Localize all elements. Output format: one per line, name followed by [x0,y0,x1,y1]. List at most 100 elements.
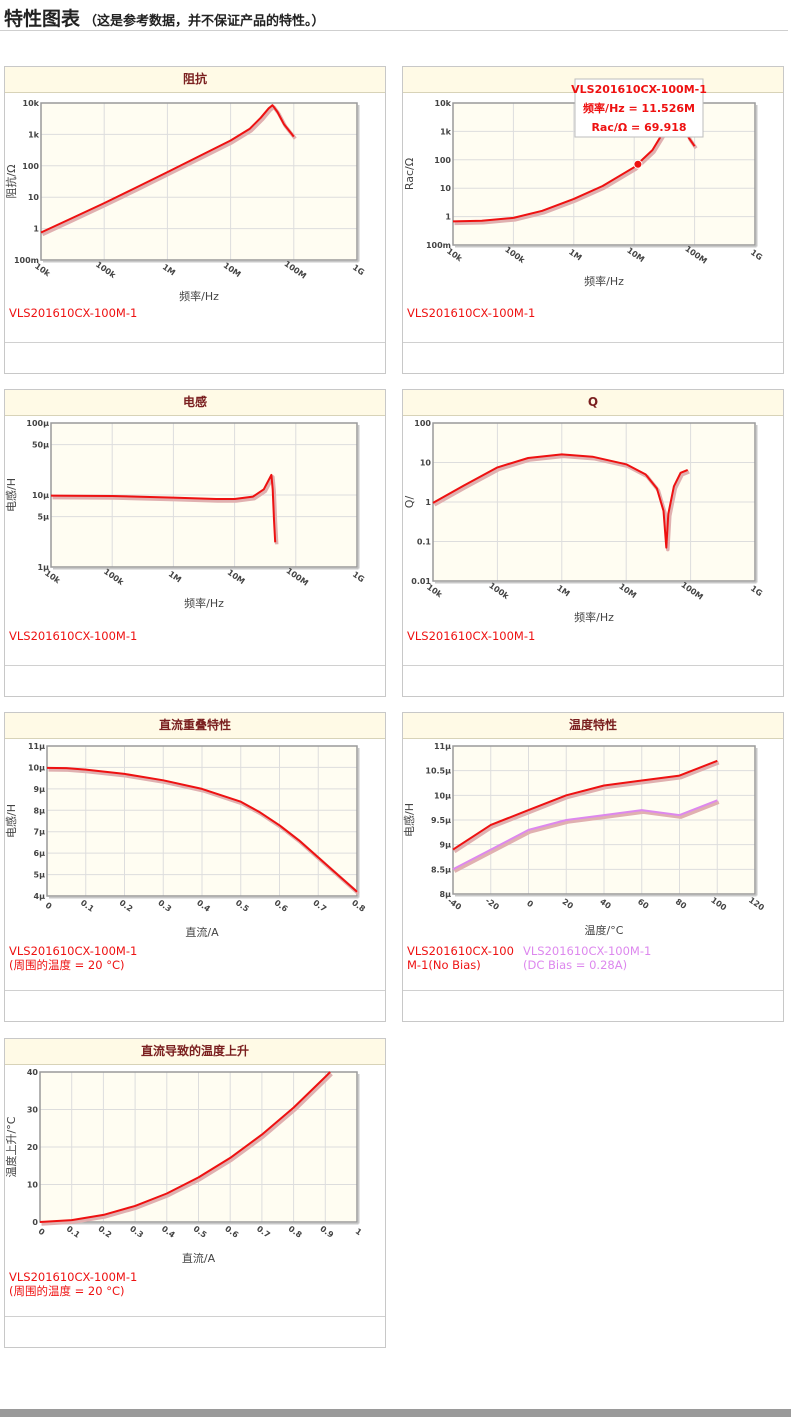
inductance-panel-title: 电感 [5,390,385,416]
panel-footer [403,665,783,696]
y-tick-label: 0.01 [411,577,431,586]
y-tick-label: 1k [440,127,452,136]
series-line [46,766,358,893]
dc-bias-chart: 4μ 5μ 6μ 7μ 8μ 9μ 10μ 11μ 0 0.1 0.2 0.3 0.4 0.5 0.6 0.7… [5,742,367,939]
y-axis-label: 电感/H [403,803,416,837]
series-line [432,453,689,549]
y-tick-label: 1k [28,130,40,139]
x-tick-label: 1 [354,1227,364,1238]
x-tick-label: 0.4 [160,1224,177,1240]
y-tick-label: 100μ [26,419,49,428]
q-panel: Q 0.01 0.1 1 10 100 10k 100k 1M 10M 100M 1G 频率/Hz Q/… [402,389,784,697]
y-tick-label: 10μ [32,491,49,500]
part-label: VLS201610CX-100M-1 [9,306,138,320]
x-tick-label: 1M [555,583,571,598]
y-tick-label: 100 [414,419,431,428]
x-tick-label: 0.6 [273,898,290,914]
x-tick-label: 10M [226,568,247,586]
series-line [50,473,277,543]
x-tick-label: 1M [567,247,583,262]
y-tick-label: 4μ [34,892,46,901]
part-label: VLS201610CX-100M-1 (DC Bias = 0.28A) [523,944,652,972]
x-tick-label: 0.8 [287,1224,304,1240]
x-tick-label: 100k [102,567,126,587]
page-header: 特性图表 （这是参考数据，并不保证产品的特性。） [0,0,788,31]
part-label: VLS201610CX-100M-1 (周围的温度 = 20 °C) [9,944,138,972]
temperature-chart: 8μ 8.5μ 9μ 9.5μ 10μ 10.5μ 11μ -40 -20 0 20 40 60 80 10… [403,742,766,937]
panel-footer [403,990,783,1021]
x-tick-label: 40 [598,897,613,911]
y-tick-label: 5μ [38,513,50,522]
panel-footer [5,990,385,1021]
panel-footer [5,342,385,373]
x-tick-label: 100k [487,581,511,601]
x-tick-label: 1G [749,248,764,262]
x-axis-label: 频率/Hz [179,289,219,303]
y-tick-label: 8μ [34,806,46,815]
y-tick-label: 11μ [28,742,45,751]
x-tick-label: 0 [37,1227,47,1238]
y-tick-label: 8.5μ [431,865,451,874]
x-tick-label: 10M [625,246,646,264]
x-tick-label: 1G [351,570,366,584]
tooltip-line-2: 频率/Hz = 11.526M [583,101,695,115]
y-tick-label: 10.5μ [425,767,451,776]
x-axis-label: 温度/°C [585,923,624,937]
y-tick-label: 10 [440,184,452,193]
x-tick-label: 0.4 [195,898,212,914]
series-line [40,104,295,234]
y-tick-label: 6μ [34,849,46,858]
x-tick-label: 1M [161,262,177,277]
y-axis-label: Rac/Ω [403,158,416,190]
y-tick-label: 100 [434,156,451,165]
y-tick-label: 20 [27,1143,39,1152]
x-tick-label: 0.6 [223,1224,240,1240]
dc-bias-panel: 直流重叠特性 4μ 5μ 6μ 7μ 8μ 9μ 10μ 11μ 0 0.1 0.2 0.3 0.4 0.… [4,712,386,1022]
bottom-bar [0,1409,791,1417]
tooltip-point [633,159,643,169]
rac-panel: 100m 1 10 100 1k 10k 10k 100k 1M 10M 100M 1G 频率/Hz Ra… [402,66,784,374]
x-tick-label: 100k [94,260,118,280]
y-tick-label: 10 [27,1181,39,1190]
series-shadow [41,1072,333,1226]
y-tick-label: 7μ [34,828,46,837]
y-axis-label: 温度上升/°C [5,1116,18,1177]
dc-bias-panel-title: 直流重叠特性 [5,713,385,739]
x-tick-label: 0.5 [234,898,251,914]
x-tick-label: 10k [43,569,62,586]
x-tick-label: 1G [749,584,764,598]
series-line [452,799,718,871]
x-tick-label: 0.7 [255,1224,272,1240]
temperature-panel: 温度特性 8μ 8.5μ 9μ 9.5μ 10μ 10.5μ 11μ -40 -20 0 20 40 6… [402,712,784,1022]
y-tick-label: 1 [33,225,39,234]
x-tick-label: 0.8 [350,898,367,914]
plot-frame [46,745,358,897]
series-shadow [453,800,720,873]
series-line [452,759,718,851]
y-tick-label: 9.5μ [431,816,451,825]
x-tick-label: 10M [222,261,243,279]
tooltip-line-3: Rac/Ω = 69.918 [591,121,686,134]
x-tick-label: 10k [445,247,464,264]
y-axis-label: 电感/H [5,478,18,512]
x-tick-label: 10k [425,583,444,600]
part-label: VLS201610CX-100M-1 [9,629,138,643]
y-tick-label: 10μ [28,763,45,772]
y-tick-label: 9μ [34,785,46,794]
panel-footer [403,342,783,373]
page-title-text: 特性图表 [4,8,81,30]
x-tick-label: 0.2 [96,1224,113,1240]
y-tick-label: 40 [27,1068,39,1077]
plot-frame [50,422,358,568]
plot-frame [452,745,756,895]
part-label: VLS201610CX-100M-1 (周围的温度 = 20 °C) [9,1270,138,1298]
plot-area [41,103,357,260]
inductance-panel: 电感 1μ 5μ 10μ 50μ 100μ 10k 100k 1M 10M 100M 1G 频率/Hz… [4,389,386,697]
y-tick-label: 9μ [440,841,452,850]
x-axis-label: 直流/A [182,1251,216,1265]
x-tick-label: 0.3 [156,898,173,914]
y-tick-label: 10 [420,459,432,468]
temperature-panel-title: 温度特性 [403,713,783,739]
